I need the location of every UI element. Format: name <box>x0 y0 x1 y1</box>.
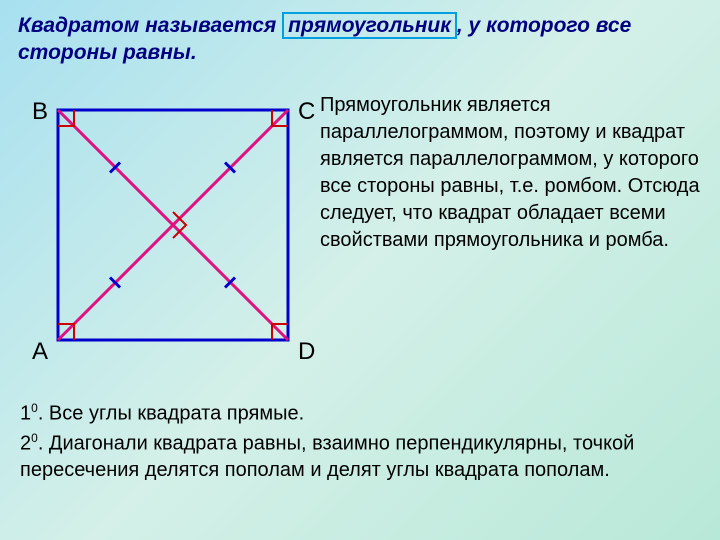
diagram-svg <box>18 90 308 380</box>
prop1-sup: 0 <box>31 401 38 415</box>
vertex-d: D <box>298 338 315 366</box>
side-paragraph: Прямоугольник является параллелограммом,… <box>320 92 708 254</box>
prop2-text: . Диагонали квадрата равны, взаимно перп… <box>20 432 634 481</box>
properties-list: 10. Все углы квадрата прямые. 20. Диагон… <box>20 400 700 486</box>
page-title: Квадратом называется прямоугольник, у ко… <box>18 12 702 67</box>
vertex-a: A <box>32 338 48 366</box>
prop2-num: 2 <box>20 432 31 454</box>
property-1: 10. Все углы квадрата прямые. <box>20 400 700 428</box>
vertex-b: B <box>32 98 48 126</box>
square-diagram: B C A D <box>18 90 308 380</box>
prop1-num: 1 <box>20 403 31 425</box>
prop2-sup: 0 <box>31 431 38 445</box>
title-prefix: Квадратом называется <box>18 14 282 37</box>
vertex-c: C <box>298 98 315 126</box>
property-2: 20. Диагонали квадрата равны, взаимно пе… <box>20 430 700 485</box>
prop1-text: . Все углы квадрата прямые. <box>38 403 304 425</box>
title-highlight: прямоугольник <box>282 12 457 39</box>
